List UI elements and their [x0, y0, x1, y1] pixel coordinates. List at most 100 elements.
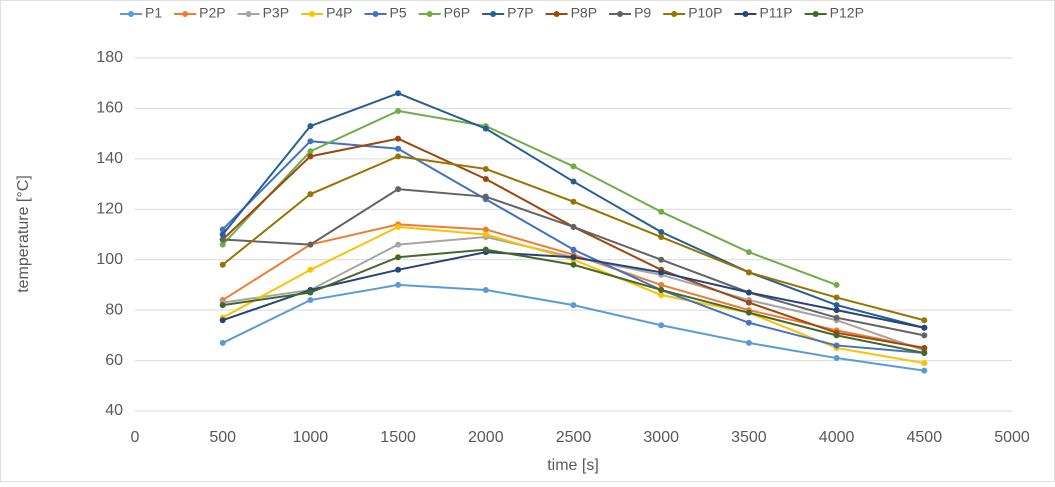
- data-point: [395, 107, 402, 114]
- x-tick-label: 4000: [819, 429, 855, 446]
- x-tick-label: 0: [131, 429, 140, 446]
- data-point: [745, 249, 752, 256]
- data-point: [219, 241, 226, 248]
- data-point: [307, 241, 314, 248]
- data-point: [658, 281, 665, 288]
- data-point: [658, 228, 665, 235]
- data-point: [570, 261, 577, 268]
- data-point: [658, 322, 665, 329]
- data-point: [482, 165, 489, 172]
- data-point: [307, 148, 314, 155]
- data-point: [307, 123, 314, 130]
- data-point: [745, 309, 752, 316]
- data-point: [219, 236, 226, 243]
- data-point: [307, 153, 314, 160]
- data-point: [219, 231, 226, 238]
- data-point: [482, 286, 489, 293]
- data-point: [482, 193, 489, 200]
- data-point: [570, 223, 577, 230]
- legend-label: P3P: [263, 5, 289, 21]
- x-tick-label: 3000: [643, 429, 679, 446]
- data-point: [307, 191, 314, 198]
- data-point: [219, 226, 226, 233]
- legend-marker: [490, 11, 497, 17]
- y-tick-label: 140: [96, 150, 123, 167]
- data-point: [570, 198, 577, 205]
- data-point: [570, 246, 577, 253]
- legend-label: P6P: [444, 5, 470, 21]
- data-point: [482, 226, 489, 233]
- legend-marker: [128, 11, 134, 17]
- data-point: [482, 231, 489, 238]
- y-axis-label: temperature [°C]: [15, 175, 32, 293]
- data-point: [395, 135, 402, 142]
- data-point: [658, 286, 665, 293]
- y-tick-label: 100: [96, 251, 123, 268]
- legend-label: P12P: [830, 5, 864, 21]
- data-point: [921, 367, 928, 374]
- data-point: [833, 342, 840, 349]
- x-tick-label: 5000: [994, 429, 1030, 446]
- data-point: [219, 317, 226, 324]
- legend-label: P1: [145, 5, 162, 21]
- data-point: [219, 302, 226, 309]
- data-point: [745, 319, 752, 326]
- data-point: [395, 153, 402, 160]
- x-axis-label: time [s]: [547, 457, 599, 474]
- data-point: [570, 163, 577, 170]
- data-point: [307, 266, 314, 273]
- legend-marker: [553, 11, 560, 17]
- x-tick-label: 4500: [907, 429, 943, 446]
- data-point: [921, 324, 928, 331]
- data-point: [921, 317, 928, 324]
- data-point: [833, 307, 840, 314]
- data-point: [395, 145, 402, 152]
- legend-label: P4P: [326, 5, 352, 21]
- legend-marker: [426, 11, 433, 17]
- data-point: [833, 294, 840, 301]
- data-point: [482, 176, 489, 183]
- data-point: [570, 302, 577, 309]
- data-point: [395, 281, 402, 288]
- data-point: [219, 339, 226, 346]
- y-tick-label: 80: [105, 301, 123, 318]
- data-point: [395, 266, 402, 273]
- data-point: [658, 208, 665, 215]
- legend-marker: [617, 11, 624, 17]
- data-point: [833, 302, 840, 309]
- data-point: [658, 269, 665, 276]
- legend-label: P5: [390, 5, 407, 21]
- data-point: [745, 299, 752, 306]
- data-point: [833, 355, 840, 362]
- data-point: [395, 186, 402, 193]
- x-tick-label: 500: [209, 429, 236, 446]
- x-tick-label: 3500: [731, 429, 767, 446]
- legend-label: P11P: [759, 5, 792, 21]
- y-tick-label: 60: [105, 352, 123, 369]
- data-point: [395, 90, 402, 97]
- legend-marker: [245, 11, 252, 17]
- legend-marker: [742, 11, 749, 17]
- data-point: [395, 254, 402, 261]
- legend-label: P2P: [199, 5, 225, 21]
- legend-label: P8P: [571, 5, 597, 21]
- legend-label: P9: [634, 5, 651, 21]
- data-point: [570, 178, 577, 185]
- data-point: [745, 339, 752, 346]
- x-tick-label: 2000: [468, 429, 504, 446]
- data-point: [658, 234, 665, 241]
- y-tick-label: 180: [96, 49, 123, 66]
- y-tick-label: 160: [96, 100, 123, 117]
- x-tick-label: 1500: [380, 429, 416, 446]
- legend-marker: [182, 11, 189, 17]
- data-point: [745, 289, 752, 296]
- series-line: [221, 109, 837, 286]
- data-point: [395, 223, 402, 230]
- legend-marker: [309, 11, 316, 17]
- x-tick-label: 2500: [556, 429, 592, 446]
- data-point: [833, 332, 840, 339]
- legend-marker: [372, 11, 379, 17]
- data-point: [921, 350, 928, 357]
- y-tick-label: 40: [105, 402, 123, 419]
